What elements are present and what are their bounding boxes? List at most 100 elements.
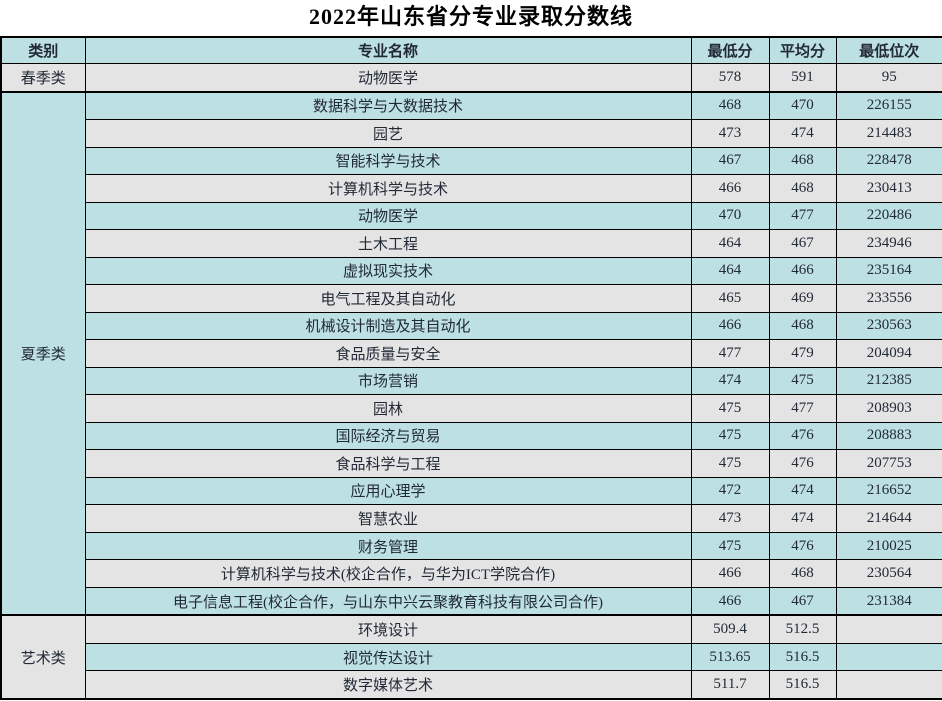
rank-cell: 212385	[835, 366, 942, 396]
min-score-cell: 475	[690, 421, 770, 451]
avg-score-cell: 466	[768, 256, 837, 286]
rank-cell: 220486	[835, 201, 942, 231]
table-row: 智慧农业 473 474 214644	[1, 504, 942, 533]
table-row: 计算机科学与技术 466 468 230413	[1, 174, 942, 203]
min-score-cell: 477	[690, 339, 770, 368]
min-score-cell: 472	[690, 476, 770, 506]
rank-cell: 233556	[835, 284, 942, 313]
rank-cell: 216652	[835, 476, 942, 506]
rank-cell: 207753	[835, 449, 942, 478]
major-cell: 环境设计	[84, 614, 692, 644]
header-min-score: 最低分	[690, 36, 770, 64]
avg-score-cell: 470	[768, 90, 837, 121]
major-cell: 国际经济与贸易	[84, 421, 692, 451]
table-row: 电子信息工程(校企合作，与山东中兴云聚教育科技有限公司合作) 466 467 2313…	[1, 586, 942, 616]
min-score-cell: 466	[690, 559, 770, 588]
category-cell: 夏季类	[0, 90, 86, 616]
min-score-cell: 475	[690, 531, 770, 561]
table-row: 智能科学与技术 467 468 228478	[1, 146, 942, 176]
major-cell: 计算机科学与技术(校企合作，与华为ICT学院合作)	[84, 559, 692, 588]
rank-cell: 208903	[835, 394, 942, 423]
min-score-cell: 578	[690, 62, 770, 93]
header-category: 类别	[0, 36, 86, 64]
avg-score-cell: 468	[768, 146, 837, 176]
table-header: 类别 专业名称 最低分 平均分 最低位次	[0, 36, 942, 64]
rank-cell: 230413	[835, 174, 942, 203]
rank-cell: 204094	[835, 339, 942, 368]
major-cell: 虚拟现实技术	[84, 256, 692, 286]
rank-cell: 226155	[835, 90, 942, 121]
min-score-cell: 465	[690, 284, 770, 313]
table-row: 夏季类 数据科学与大数据技术 468 470 226155	[0, 90, 942, 616]
avg-score-cell: 468	[768, 559, 837, 588]
major-cell: 电子信息工程(校企合作，与山东中兴云聚教育科技有限公司合作)	[84, 586, 692, 616]
major-cell: 数字媒体艺术	[84, 670, 692, 700]
min-score-cell: 509.4	[690, 614, 770, 644]
min-score-cell: 464	[690, 229, 770, 258]
rank-cell	[835, 670, 942, 700]
table-row: 机械设计制造及其自动化 466 468 230563	[1, 311, 942, 341]
header-min-rank: 最低位次	[835, 36, 942, 64]
major-cell: 机械设计制造及其自动化	[84, 311, 692, 341]
avg-score-cell: 467	[768, 586, 837, 616]
table-row: 应用心理学 472 474 216652	[1, 476, 942, 506]
avg-score-cell: 516.5	[768, 642, 837, 672]
min-score-cell: 513.65	[690, 642, 770, 672]
avg-score-cell: 516.5	[768, 670, 837, 700]
major-cell: 视觉传达设计	[84, 642, 692, 672]
table-row: 园艺 473 474 214483	[1, 119, 942, 148]
category-cell: 春季类	[0, 62, 86, 93]
min-score-cell: 467	[690, 146, 770, 176]
major-cell: 财务管理	[84, 531, 692, 561]
header-row: 类别 专业名称 最低分 平均分 最低位次	[0, 36, 942, 64]
table-row: 市场营销 474 475 212385	[1, 366, 942, 396]
min-score-cell: 466	[690, 586, 770, 616]
avg-score-cell: 469	[768, 284, 837, 313]
table-row: 春季类 动物医学 578 591 95	[0, 62, 942, 93]
avg-score-cell: 474	[768, 504, 837, 533]
table-row: 食品科学与工程 475 476 207753	[1, 449, 942, 478]
avg-score-cell: 476	[768, 449, 837, 478]
min-score-cell: 473	[690, 504, 770, 533]
header-major: 专业名称	[84, 36, 692, 64]
avg-score-cell: 474	[768, 476, 837, 506]
avg-score-cell: 474	[768, 119, 837, 148]
major-cell: 园艺	[84, 119, 692, 148]
table-row: 艺术类 环境设计 509.4 512.5	[0, 614, 942, 700]
major-cell: 市场营销	[84, 366, 692, 396]
avg-score-cell: 477	[768, 201, 837, 231]
min-score-cell: 470	[690, 201, 770, 231]
avg-score-cell: 591	[768, 62, 837, 93]
avg-score-cell: 475	[768, 366, 837, 396]
avg-score-cell: 476	[768, 421, 837, 451]
major-cell: 动物医学	[84, 62, 692, 93]
avg-score-cell: 477	[768, 394, 837, 423]
page-title: 2022年山东省分专业录取分数线	[308, 4, 633, 29]
table-row: 动物医学 470 477 220486	[1, 201, 942, 231]
rank-cell: 208883	[835, 421, 942, 451]
avg-score-cell: 512.5	[768, 614, 837, 644]
avg-score-cell: 467	[768, 229, 837, 258]
major-cell: 数据科学与大数据技术	[84, 90, 692, 121]
rank-cell	[835, 642, 942, 672]
table-row: 财务管理 475 476 210025	[1, 531, 942, 561]
table-row: 国际经济与贸易 475 476 208883	[1, 421, 942, 451]
avg-score-cell: 468	[768, 311, 837, 341]
min-score-cell: 475	[690, 449, 770, 478]
rank-cell: 234946	[835, 229, 942, 258]
major-cell: 食品科学与工程	[84, 449, 692, 478]
major-cell: 智慧农业	[84, 504, 692, 533]
min-score-cell: 475	[690, 394, 770, 423]
table-row: 食品质量与安全 477 479 204094	[1, 339, 942, 368]
avg-score-cell: 468	[768, 174, 837, 203]
header-avg-score: 平均分	[768, 36, 837, 64]
major-cell: 计算机科学与技术	[84, 174, 692, 203]
min-score-cell: 466	[690, 311, 770, 341]
rank-cell: 235164	[835, 256, 942, 286]
major-cell: 动物医学	[84, 201, 692, 231]
rank-cell	[835, 614, 942, 644]
table-row: 计算机科学与技术(校企合作，与华为ICT学院合作) 466 468 230564	[1, 559, 942, 588]
rank-cell: 214644	[835, 504, 942, 533]
min-score-cell: 473	[690, 119, 770, 148]
major-cell: 应用心理学	[84, 476, 692, 506]
